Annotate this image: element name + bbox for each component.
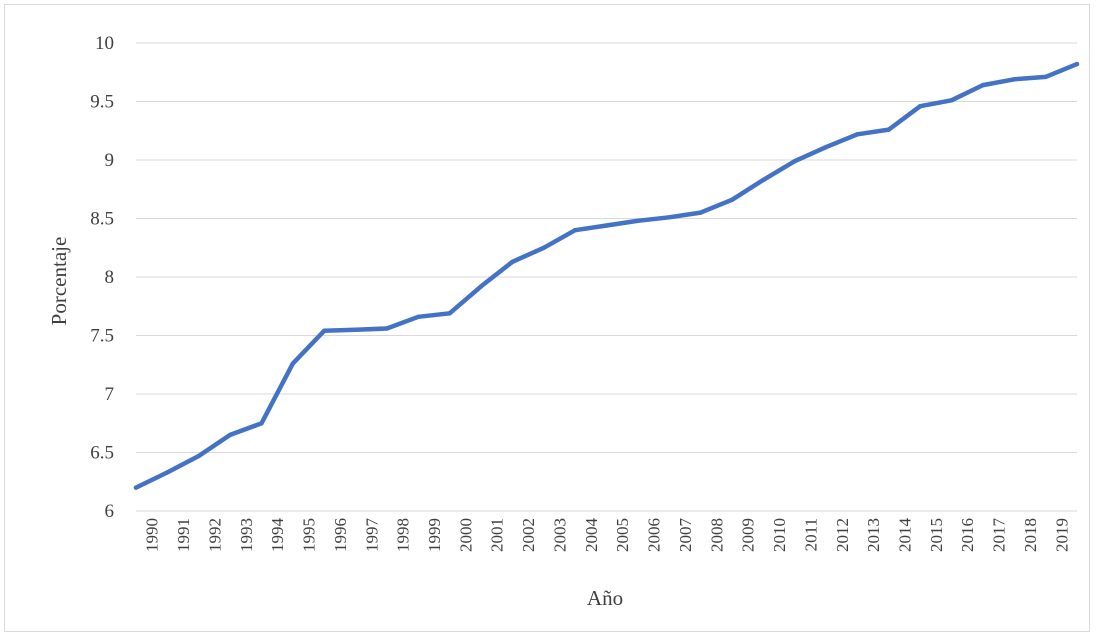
x-tick-label: 2010 bbox=[770, 518, 789, 552]
x-tick-label: 2005 bbox=[613, 518, 632, 552]
x-tick-label: 2004 bbox=[582, 518, 601, 553]
x-tick-label: 2018 bbox=[1021, 518, 1040, 552]
y-axis-ticks: 6 6.5 7 7.5 8 8.5 9 9.5 10 bbox=[90, 33, 114, 522]
x-tick-label: 1990 bbox=[143, 518, 162, 552]
y-tick-label: 7 bbox=[105, 384, 115, 405]
x-tick-label: 2003 bbox=[550, 518, 569, 552]
data-point bbox=[572, 228, 578, 233]
series-layer bbox=[133, 61, 1080, 490]
x-tick-label: 2008 bbox=[707, 518, 726, 552]
x-tick-label: 2019 bbox=[1052, 518, 1071, 552]
data-point bbox=[667, 215, 672, 220]
x-axis-ticks: 1990 1991 1992 1993 1994 1995 1996 1997 1998 1999… bbox=[143, 518, 1072, 553]
y-tick-label: 9 bbox=[105, 150, 115, 171]
series-line bbox=[133, 61, 1080, 490]
data-point bbox=[635, 218, 641, 224]
x-tick-label: 2009 bbox=[739, 518, 758, 552]
x-tick-label: 1999 bbox=[425, 518, 444, 552]
data-point bbox=[1074, 61, 1080, 67]
y-tick-label: 9.5 bbox=[90, 92, 114, 113]
x-tick-label: 2001 bbox=[488, 518, 507, 552]
x-tick-label: 1994 bbox=[268, 518, 287, 553]
x-tick-label: 2000 bbox=[456, 518, 475, 552]
x-tick-label: 2014 bbox=[895, 518, 914, 553]
data-point bbox=[259, 421, 264, 426]
x-tick-label: 2013 bbox=[864, 518, 883, 552]
x-tick-label: 1995 bbox=[300, 518, 319, 552]
data-point bbox=[1012, 77, 1017, 82]
x-tick-label: 1992 bbox=[205, 518, 224, 552]
y-tick-label: 6.5 bbox=[90, 443, 114, 464]
data-point bbox=[416, 314, 421, 319]
y-tick-label: 8 bbox=[105, 267, 115, 288]
data-point bbox=[290, 361, 296, 366]
data-point bbox=[227, 432, 233, 438]
x-tick-label: 2016 bbox=[958, 518, 977, 552]
data-point bbox=[1043, 74, 1048, 80]
gridlines bbox=[136, 42, 1077, 512]
data-point bbox=[886, 127, 891, 132]
data-point bbox=[792, 158, 797, 164]
y-tick-label: 7.5 bbox=[90, 326, 114, 347]
data-point bbox=[384, 326, 390, 331]
x-tick-label: 1996 bbox=[331, 518, 350, 552]
x-tick-label: 1997 bbox=[362, 518, 381, 553]
y-tick-label: 8.5 bbox=[90, 209, 114, 230]
x-tick-label: 2002 bbox=[519, 518, 538, 552]
line-chart: 66.577.588.599.510 1990 1991 1992 1993 1994 1… bbox=[47, 33, 1080, 610]
data-point bbox=[823, 144, 829, 150]
x-tick-label: 2006 bbox=[645, 518, 664, 552]
x-tick-label: 1993 bbox=[237, 518, 256, 552]
y-axis-title: Porcentaje bbox=[47, 237, 71, 326]
x-tick-label: 2007 bbox=[676, 518, 695, 553]
data-point bbox=[729, 197, 735, 202]
y-tick-label: 10 bbox=[95, 33, 114, 54]
x-axis-title: Año bbox=[587, 586, 623, 610]
data-point bbox=[949, 98, 954, 103]
data-point bbox=[510, 259, 515, 264]
data-point bbox=[604, 223, 609, 228]
data-point bbox=[478, 284, 484, 289]
chart-frame: 6 6.5 7 7.5 8 8.5 9 9.5 10 1990 1991 1992 1993 1994 1… bbox=[4, 4, 1090, 632]
data-point bbox=[980, 82, 986, 88]
data-point bbox=[917, 103, 923, 109]
x-tick-label: 2011 bbox=[801, 518, 820, 551]
x-tick-label: 1998 bbox=[394, 518, 413, 552]
data-point bbox=[133, 485, 139, 490]
x-tick-label: 2017 bbox=[990, 518, 1009, 553]
x-tick-label: 2015 bbox=[927, 518, 946, 552]
data-point bbox=[447, 311, 452, 316]
data-point bbox=[541, 245, 546, 250]
y-tick-label: 6 bbox=[105, 501, 115, 522]
data-point bbox=[855, 132, 860, 137]
data-point bbox=[761, 177, 766, 183]
data-point bbox=[698, 210, 703, 215]
x-tick-label: 1991 bbox=[174, 518, 193, 552]
data-point bbox=[196, 453, 201, 459]
data-point bbox=[353, 327, 358, 332]
x-tick-label: 2012 bbox=[833, 518, 852, 552]
data-point bbox=[322, 328, 327, 334]
data-point bbox=[165, 470, 170, 475]
